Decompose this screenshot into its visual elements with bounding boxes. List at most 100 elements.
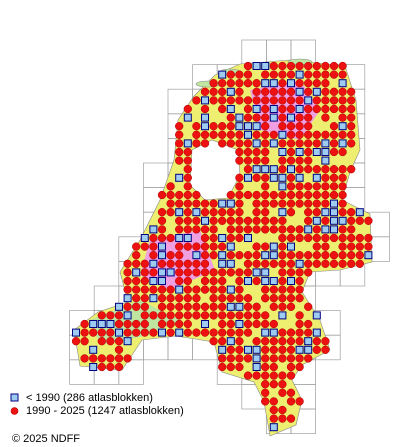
recent-record xyxy=(157,319,167,329)
recent-record xyxy=(338,199,347,208)
recent-record xyxy=(209,302,218,311)
old-record xyxy=(175,285,184,294)
old-record xyxy=(252,268,261,277)
old-record xyxy=(235,113,244,122)
recent-record xyxy=(321,70,330,79)
recent-record xyxy=(295,328,304,337)
recent-record xyxy=(278,104,287,114)
recent-record xyxy=(218,285,227,294)
old-record xyxy=(269,79,278,88)
recent-record xyxy=(312,190,321,200)
recent-record xyxy=(252,216,261,225)
recent-record xyxy=(149,311,158,320)
recent-record xyxy=(278,380,287,389)
recent-record xyxy=(252,147,261,157)
recent-record xyxy=(218,276,227,286)
recent-record xyxy=(304,61,313,71)
recent-record xyxy=(218,96,227,105)
recent-record xyxy=(192,268,201,277)
recent-record xyxy=(252,302,261,311)
recent-record xyxy=(261,259,270,268)
recent-record xyxy=(295,130,304,139)
recent-record xyxy=(295,397,304,406)
recent-record xyxy=(106,354,115,363)
recent-record xyxy=(243,294,253,303)
old-record xyxy=(226,337,235,346)
recent-record xyxy=(269,345,278,354)
recent-record xyxy=(97,328,106,337)
recent-record xyxy=(295,268,304,277)
recent-record xyxy=(175,139,184,148)
recent-record xyxy=(252,251,261,260)
recent-record xyxy=(140,285,149,294)
legend-square xyxy=(10,393,19,402)
recent-record xyxy=(286,70,296,79)
recent-record xyxy=(269,87,278,96)
recent-record xyxy=(243,311,253,320)
recent-record xyxy=(329,139,339,148)
old-record xyxy=(106,320,115,328)
recent-record xyxy=(114,337,124,346)
old-record xyxy=(175,173,184,182)
recent-record xyxy=(157,259,167,268)
recent-record xyxy=(261,337,270,346)
recent-record xyxy=(312,70,321,79)
recent-record xyxy=(286,354,296,363)
recent-record xyxy=(286,122,296,131)
recent-record xyxy=(304,122,313,131)
recent-record xyxy=(209,337,218,346)
old-record xyxy=(244,234,252,242)
recent-record xyxy=(269,61,278,71)
old-record xyxy=(218,259,227,268)
recent-record xyxy=(192,225,201,234)
recent-record xyxy=(226,70,235,79)
recent-record xyxy=(286,104,296,114)
recent-record xyxy=(278,216,287,225)
old-record xyxy=(183,113,192,122)
recent-record xyxy=(261,388,270,397)
old-record xyxy=(244,122,252,131)
recent-record xyxy=(304,147,313,157)
recent-record xyxy=(183,276,192,286)
recent-record xyxy=(226,233,235,243)
recent-record xyxy=(235,182,244,191)
recent-record xyxy=(80,319,89,329)
recent-record xyxy=(338,87,347,96)
old-record xyxy=(158,277,166,285)
recent-record xyxy=(175,190,184,200)
recent-record xyxy=(329,130,339,139)
recent-record xyxy=(321,251,330,260)
old-record xyxy=(338,79,347,88)
copyright: © 2025 NDFF xyxy=(12,433,80,445)
old-record xyxy=(235,320,244,328)
recent-record xyxy=(269,190,278,200)
recent-record xyxy=(295,79,304,88)
recent-record xyxy=(209,251,218,260)
recent-record xyxy=(209,130,218,139)
recent-record xyxy=(166,259,175,268)
old-record xyxy=(252,165,261,174)
old-record xyxy=(89,363,98,371)
recent-record xyxy=(278,190,287,200)
old-record xyxy=(321,225,330,234)
recent-record xyxy=(226,328,235,337)
old-record xyxy=(252,354,261,363)
recent-record xyxy=(347,242,356,251)
recent-record xyxy=(261,319,270,329)
recent-record xyxy=(278,87,287,96)
recent-record xyxy=(312,233,321,243)
old-record xyxy=(364,251,373,260)
old-record xyxy=(226,199,235,208)
recent-record xyxy=(286,259,296,268)
recent-record xyxy=(226,319,235,329)
recent-record xyxy=(355,216,364,225)
recent-record xyxy=(157,216,167,225)
recent-record xyxy=(321,113,330,122)
recent-record xyxy=(183,165,192,174)
recent-record xyxy=(209,328,218,337)
recent-record xyxy=(209,122,218,131)
old-record xyxy=(149,225,158,234)
recent-record xyxy=(235,130,244,139)
recent-record xyxy=(218,139,227,148)
